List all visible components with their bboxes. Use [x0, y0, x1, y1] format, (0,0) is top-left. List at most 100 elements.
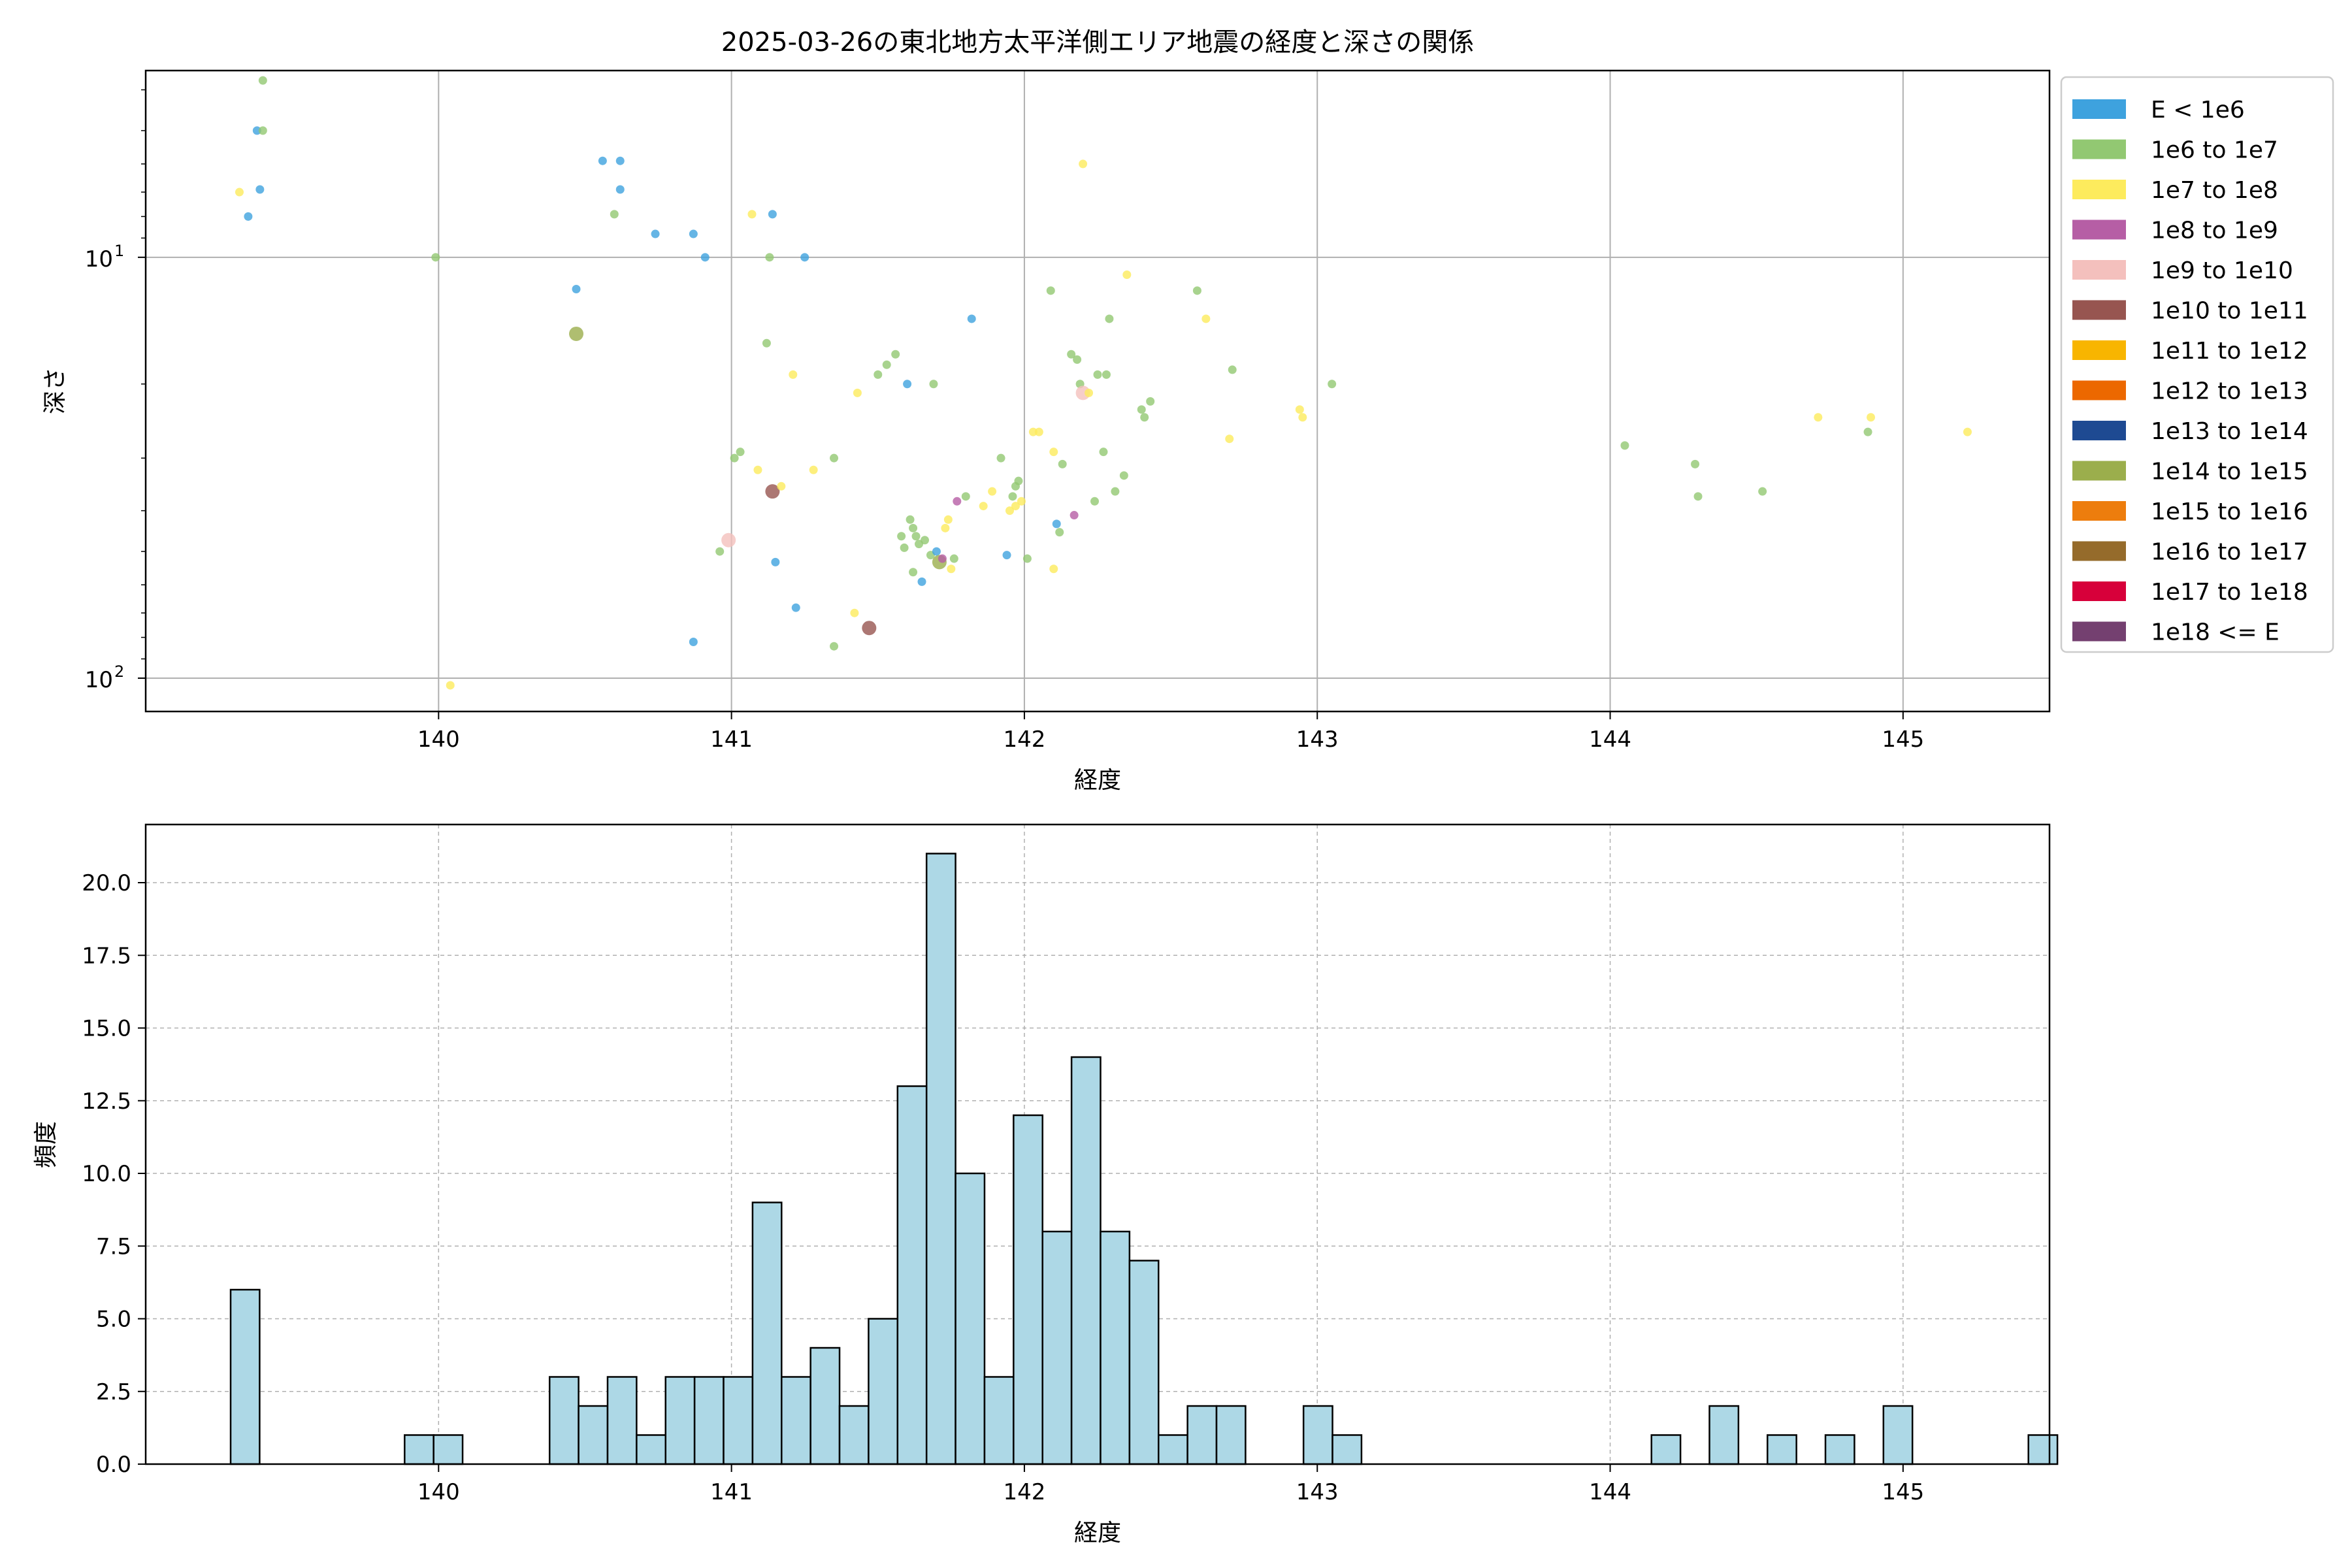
scatter-point [252, 126, 261, 135]
scatter-point [1052, 519, 1061, 529]
legend-swatch [2072, 541, 2126, 561]
scatter-y-axis-label: 深さ [42, 367, 69, 414]
scatter-point [762, 338, 771, 348]
scatter-point [768, 210, 777, 219]
scatter-point [830, 453, 839, 463]
histogram-bar [955, 1172, 986, 1465]
histogram-bar [868, 1318, 899, 1465]
histogram-y-tick-label: 12.5 [82, 1088, 131, 1115]
scatter-point [938, 554, 947, 563]
histogram-y-ticks: 0.0 2.5 5.0 7.5 10.0 12.5 15.0 17.5 20.0 [82, 870, 146, 1478]
histogram-bar [2027, 1434, 2059, 1465]
scatter-point [1070, 511, 1079, 520]
scatter-point [258, 76, 267, 85]
scatter-point [850, 608, 859, 617]
scatter-point [961, 492, 970, 501]
histogram-y-tick-label: 2.5 [96, 1379, 131, 1405]
scatter-point [1201, 314, 1211, 323]
scatter-point [771, 557, 780, 566]
scatter-point [1228, 365, 1237, 374]
legend-label: E < 1e6 [2151, 97, 2245, 123]
scatter-point [255, 185, 265, 194]
scatter-point [1073, 355, 1082, 364]
histogram-bar [809, 1347, 841, 1465]
scatter-point [920, 536, 929, 545]
histogram-bar [664, 1376, 696, 1465]
scatter-y-tick-label: 10 [85, 246, 113, 272]
scatter-point [1298, 413, 1307, 422]
scatter-point [1014, 476, 1023, 485]
histogram-bar [433, 1434, 464, 1465]
scatter-point [730, 453, 739, 463]
histogram-x-tick-label: 140 [417, 1479, 460, 1505]
scatter-point [1620, 441, 1629, 450]
histogram-y-tick-label: 10.0 [82, 1161, 131, 1187]
histogram-bar [896, 1085, 928, 1465]
scatter-point [853, 388, 862, 397]
scatter-point [809, 465, 818, 474]
scatter-point [598, 156, 607, 165]
legend-label: 1e7 to 1e8 [2151, 177, 2278, 204]
scatter-title: 2025-03-26の東北地方太平洋側エリア地震の経度と深さの関係 [721, 27, 1474, 57]
legend-swatch [2072, 421, 2126, 440]
scatter-point [721, 532, 736, 547]
histogram-bar [606, 1376, 638, 1465]
histogram-bar [578, 1405, 609, 1465]
histogram-y-tick-label: 20.0 [82, 870, 131, 896]
legend-swatch [2072, 340, 2126, 360]
scatter-point [1058, 459, 1067, 468]
histogram-y-tick-label: 0.0 [96, 1452, 131, 1478]
legend-items: E < 1e6 1e6 to 1e7 1e7 to 1e8 1e8 to 1e9 1e9… [2072, 97, 2308, 646]
scatter-x-tick-label: 142 [1003, 727, 1045, 753]
scatter-point [258, 126, 267, 135]
legend: E < 1e6 1e6 to 1e7 1e7 to 1e8 1e8 to 1e9 1e9… [2060, 76, 2334, 653]
scatter-point [1963, 427, 1972, 436]
scatter-point [1146, 397, 1155, 406]
histogram-bar [1215, 1405, 1247, 1465]
scatter-point [715, 547, 725, 556]
histogram-bar [1302, 1405, 1333, 1465]
scatter-point [1055, 528, 1064, 537]
legend-label: 1e8 to 1e9 [2151, 218, 2278, 244]
scatter-point [906, 515, 915, 524]
histogram-bar [1331, 1434, 1363, 1465]
histogram-y-tick-label: 15.0 [82, 1016, 131, 1042]
scatter-point [830, 642, 839, 651]
legend-label: 1e6 to 1e7 [2151, 137, 2278, 164]
scatter-point [736, 448, 745, 457]
legend-label: 1e11 to 1e12 [2151, 338, 2308, 365]
scatter-point [1863, 427, 1872, 436]
scatter-point [917, 577, 926, 586]
scatter-point [1225, 434, 1234, 444]
histogram-bar [1157, 1434, 1188, 1465]
scatter-point [777, 482, 786, 491]
scatter-point [1079, 159, 1088, 169]
scatter-point [1119, 471, 1128, 480]
scatter-point [1295, 405, 1304, 414]
scatter-point [765, 253, 774, 262]
scatter-x-tick-label: 143 [1296, 727, 1339, 753]
histogram-bar [983, 1376, 1015, 1465]
scatter-point [1693, 492, 1703, 501]
histogram-bar [1186, 1405, 1218, 1465]
legend-label: 1e9 to 1e10 [2151, 257, 2293, 284]
scatter-point [897, 532, 906, 541]
scatter-point [874, 370, 883, 379]
scatter-point [943, 515, 953, 524]
scatter-point [1046, 286, 1055, 295]
scatter-point [882, 360, 891, 369]
scatter-point [862, 621, 877, 636]
scatter-point [1102, 370, 1111, 379]
legend-swatch [2072, 461, 2126, 481]
histogram-bar [548, 1376, 580, 1465]
histogram-bars [229, 853, 2059, 1465]
scatter-point [949, 554, 958, 563]
scatter-points [235, 76, 1972, 690]
scatter-point [1005, 506, 1015, 515]
scatter-point [569, 326, 584, 341]
legend-label: 1e18 <= E [2151, 619, 2279, 646]
histogram-bar [229, 1288, 261, 1465]
scatter-x-axis-label: 経度 [1074, 767, 1121, 794]
scatter-point [610, 210, 619, 219]
